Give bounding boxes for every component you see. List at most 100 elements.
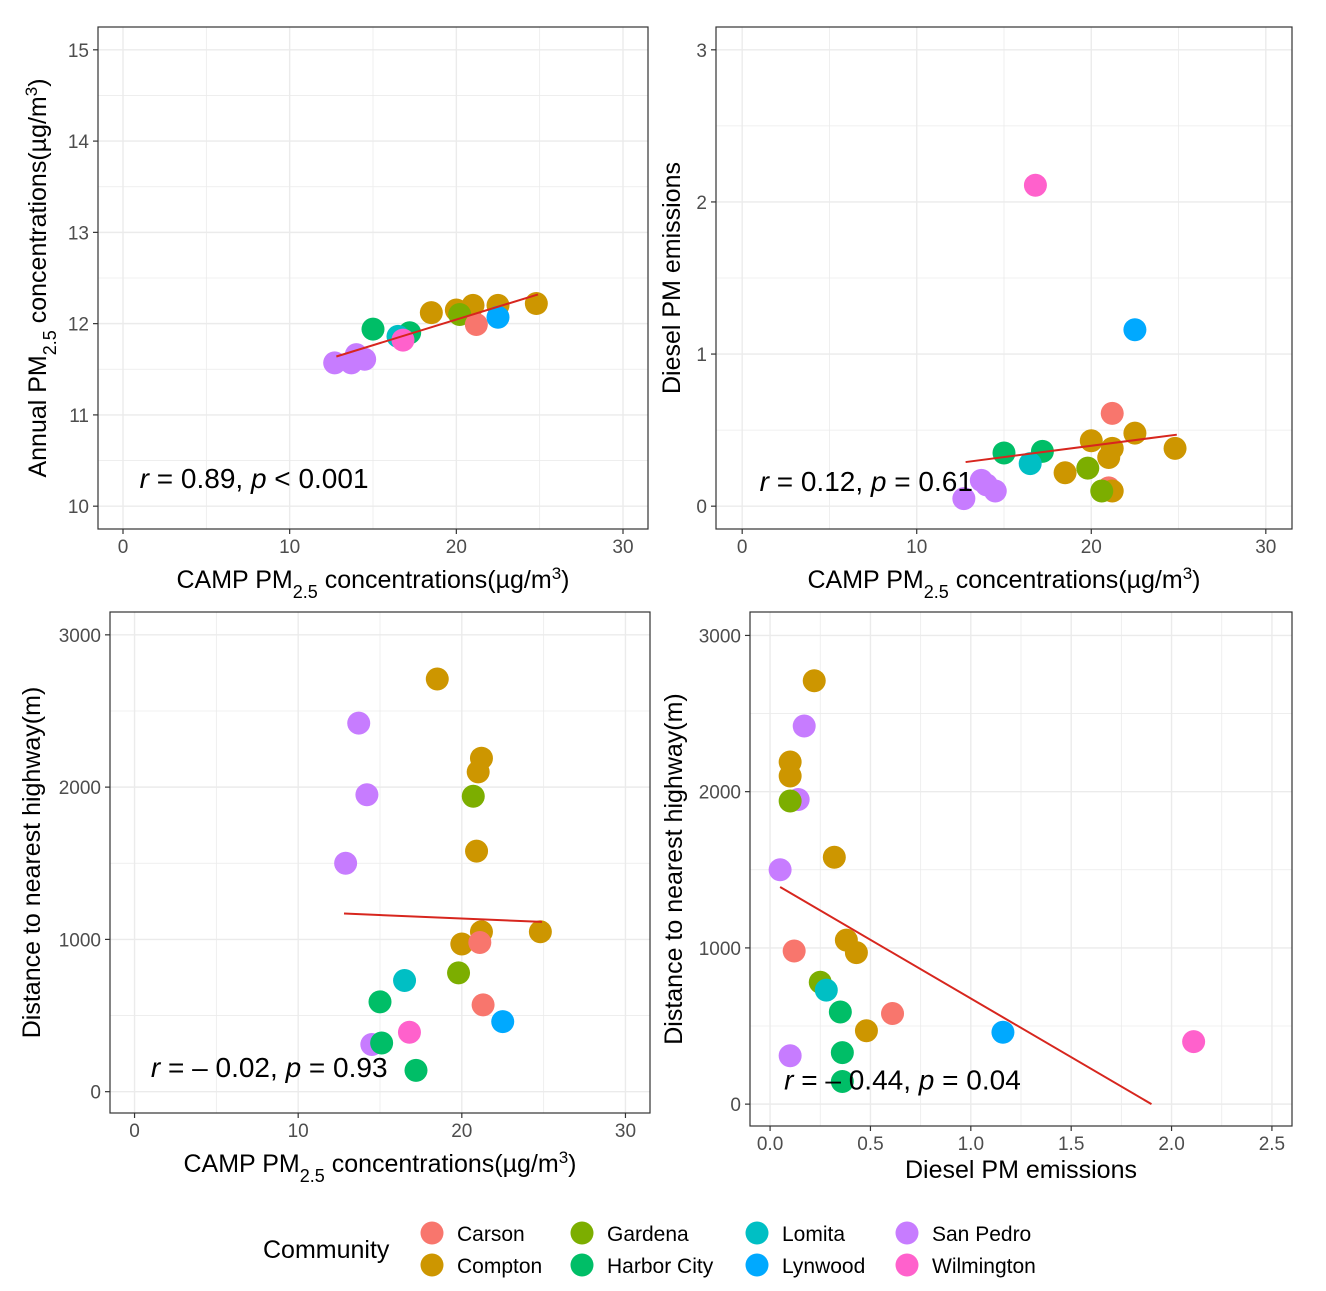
y-tick-label: 14: [68, 132, 90, 153]
point-compton-5: [524, 292, 548, 316]
point-carson-2: [471, 993, 495, 1017]
point-harbor-city-2: [370, 1031, 394, 1055]
point-carson-1: [468, 930, 492, 954]
fit-line: [336, 293, 539, 358]
chart-panel-4: 0.0 0.5 1.0 1.5 2.0 2.5 0 1000 2000 3000 r = – 0.4…: [660, 611, 1293, 1184]
legend-label: Carson: [457, 1223, 525, 1246]
x-tick-label: 20: [446, 537, 467, 558]
point-lynwood-1: [991, 1020, 1015, 1044]
y-tick-label: 3000: [699, 626, 741, 647]
x-axis-title: Diesel PM emissions: [905, 1156, 1137, 1184]
point-gardena-2: [1090, 479, 1114, 503]
point-gardena-2: [447, 961, 471, 985]
point-gardena-1: [778, 789, 802, 813]
point-san-pedro-3: [334, 851, 358, 875]
y-tick-label: 11: [69, 406, 89, 427]
chart-panel-2: 0 10 20 30 0 1 2 3 r = 0.12, p = 0.61 CAMP PM2.5 …: [658, 26, 1293, 603]
legend-item-compton: Compton: [420, 1253, 542, 1278]
point-carson-2: [881, 1002, 905, 1026]
point-wilmington-1: [397, 1020, 421, 1044]
chart-panel-1: 0 10 20 30 10 11 12 13 14 15 r = 0.89, p < 0.001 CA…: [22, 26, 649, 602]
point-compton-6: [844, 941, 868, 965]
point-compton-1: [419, 301, 443, 325]
fit-line: [343, 912, 543, 923]
fit-line: [965, 433, 1177, 464]
y-tick-label: 2: [696, 193, 707, 214]
point-wilmington-1: [1023, 173, 1047, 197]
point-carson-1: [1100, 401, 1124, 425]
point-lynwood-1: [486, 305, 510, 329]
point-wilmington-1: [391, 328, 415, 352]
panel-border: [715, 26, 1293, 530]
y-tick-label: 12: [68, 315, 89, 336]
point-compton-4: [822, 845, 846, 869]
y-axis-title: Diesel PM emissions: [658, 162, 686, 394]
legend-key: [745, 1221, 769, 1245]
point-san-pedro-1: [347, 711, 371, 735]
point-carson-1: [464, 313, 488, 337]
x-tick-label: 0: [129, 1121, 140, 1142]
point-san-pedro-4: [778, 1044, 802, 1068]
point-harbor-city-1: [361, 317, 385, 341]
point-compton-5: [450, 932, 474, 956]
y-tick-label: 1000: [59, 930, 101, 951]
x-axis-title: CAMP PM2.5 concentrations(µg/m3): [183, 1148, 576, 1187]
y-tick-label: 2000: [699, 783, 741, 804]
point-lynwood-1: [491, 1010, 515, 1034]
panel-border: [749, 611, 1293, 1127]
x-tick-label: 0.0: [757, 1134, 783, 1155]
x-tick-label: 1.5: [1058, 1134, 1084, 1155]
y-tick-label: 10: [68, 497, 89, 518]
point-lynwood-1: [1123, 318, 1147, 342]
x-tick-label: 2.0: [1158, 1134, 1184, 1155]
correlation-annotation: r = 0.89, p < 0.001: [140, 463, 369, 494]
point-wilmington-1: [1182, 1030, 1206, 1054]
legend-label: Wilmington: [932, 1255, 1036, 1278]
point-san-pedro-1: [952, 487, 976, 511]
point-compton-7: [528, 920, 552, 944]
point-san-pedro-1: [792, 714, 816, 738]
point-lomita-1: [393, 969, 417, 993]
point-lomita-1: [1018, 452, 1042, 476]
y-tick-label: 15: [68, 41, 89, 62]
y-tick-label: 2000: [59, 778, 101, 799]
point-san-pedro-2: [355, 783, 379, 807]
point-compton-3: [1079, 429, 1103, 453]
legend-item-lomita: Lomita: [745, 1221, 845, 1246]
x-tick-label: 20: [1081, 537, 1102, 558]
legend-label: San Pedro: [932, 1223, 1031, 1246]
y-tick-label: 1: [696, 345, 707, 366]
x-tick-label: 10: [279, 537, 300, 558]
point-compton-4: [465, 839, 489, 863]
x-tick-label: 10: [906, 537, 927, 558]
y-axis-title: Distance to nearest highway(m): [660, 693, 688, 1045]
legend-entries: Carson Compton Gardena Harbor City Lomita Lyn…: [420, 1221, 1036, 1278]
point-compton-1: [802, 669, 826, 693]
point-carson-1: [782, 939, 806, 963]
legend: Community Carson Compton Gardena Harbor Cit…: [263, 1221, 1036, 1278]
point-harbor-city-2: [830, 1041, 854, 1065]
legend-key: [420, 1221, 444, 1245]
x-axis-title: CAMP PM2.5 concentrations(µg/m3): [807, 564, 1200, 603]
point-gardena-1: [1076, 456, 1100, 480]
legend-key: [895, 1253, 919, 1277]
point-harbor-city-1: [828, 1000, 852, 1024]
correlation-annotation: r = 0.12, p = 0.61: [760, 466, 973, 497]
panel-border: [109, 611, 651, 1114]
point-lomita-1: [814, 978, 838, 1002]
point-san-pedro-1: [323, 351, 347, 375]
legend-title: Community: [263, 1236, 390, 1264]
y-tick-label: 0: [730, 1095, 741, 1116]
point-compton-7: [854, 1019, 878, 1043]
legend-label: Lynwood: [782, 1255, 865, 1278]
x-tick-label: 30: [612, 537, 633, 558]
legend-key: [895, 1221, 919, 1245]
point-compton-6: [1053, 461, 1077, 485]
x-tick-label: 0.5: [857, 1134, 883, 1155]
legend-item-gardena: Gardena: [570, 1221, 689, 1246]
point-gardena-1: [461, 784, 485, 808]
x-tick-label: 20: [451, 1121, 472, 1142]
y-tick-label: 1000: [699, 939, 741, 960]
